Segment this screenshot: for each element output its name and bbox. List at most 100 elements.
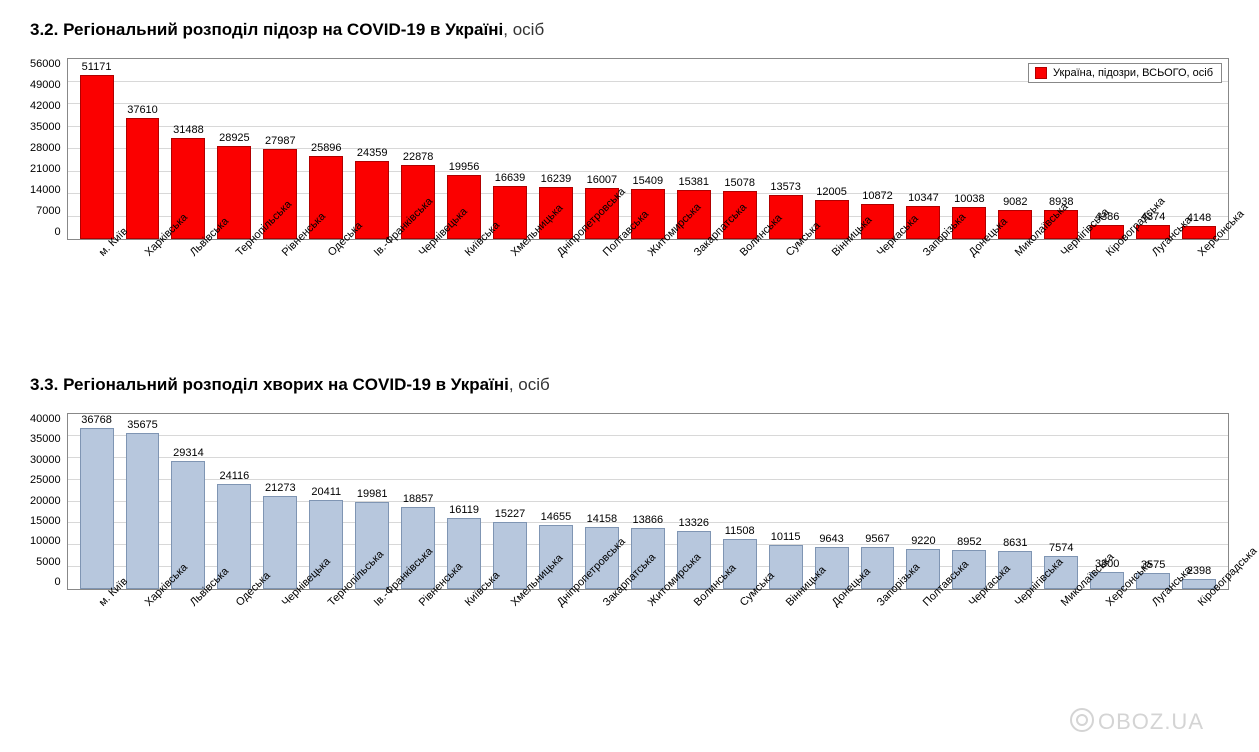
bar-slot: 8952 [946, 414, 992, 589]
x-label-slot: Ів.-Франківська [353, 240, 399, 330]
bar-value-label: 37610 [127, 104, 158, 116]
bar-slot: 36768 [74, 414, 120, 589]
x-label-slot: м. Київ [78, 240, 124, 330]
x-label-slot: Київська [444, 590, 490, 680]
chart2-y-axis: 0500010000150002000025000300003500040000 [30, 413, 67, 588]
x-label-slot: Дніпропетровська [536, 590, 582, 680]
y-tick-label: 5000 [36, 556, 60, 568]
bar-value-label: 19981 [357, 488, 388, 500]
x-label-slot: Львівська [170, 240, 216, 330]
x-label-slot: Київська [444, 240, 490, 330]
bar-slot: 51171 [74, 59, 120, 239]
x-label-slot: Чернігівська [1040, 240, 1086, 330]
watermark: OBOZ.UA [1070, 708, 1204, 735]
x-label-slot: Луганська [1131, 590, 1177, 680]
bar-value-label: 12005 [816, 186, 847, 198]
y-tick-label: 25000 [30, 474, 61, 486]
x-label-slot: Дніпропетровська [536, 240, 582, 330]
bar-value-label: 16639 [495, 172, 526, 184]
confirmed-cases-section: 3.3. Регіональний розподіл хворих на COV… [30, 375, 1229, 680]
bar-value-label: 15381 [678, 176, 709, 188]
bar-value-label: 21273 [265, 482, 296, 494]
bar-slot: 24116 [211, 414, 257, 589]
bar-slot: 21273 [257, 414, 303, 589]
bar-value-label: 22878 [403, 151, 434, 163]
chart2-title: 3.3. Регіональний розподіл хворих на COV… [30, 375, 1229, 395]
bar-value-label: 16007 [587, 174, 618, 186]
bar-value-label: 24359 [357, 147, 388, 159]
bar-value-label: 10872 [862, 190, 893, 202]
chart1-section-no: 3.2. [30, 20, 58, 39]
bar-slot: 13573 [763, 59, 809, 239]
x-label-slot: Донецька [948, 240, 994, 330]
bar-value-label: 18857 [403, 493, 434, 505]
bar-value-label: 7574 [1049, 542, 1073, 554]
x-label-slot: Донецька [811, 590, 857, 680]
bar [80, 75, 114, 239]
bar-slot: 9082 [992, 59, 1038, 239]
chart1-y-axis: 0700014000210002800035000420004900056000 [30, 58, 67, 238]
x-label-slot: Черкаська [857, 240, 903, 330]
bar-value-label: 24116 [219, 470, 249, 482]
bar-value-label: 13866 [633, 514, 664, 526]
bar-slot: 8631 [992, 414, 1038, 589]
chart1-title-bold: Регіональний розподіл підозр на COVID-19… [63, 20, 503, 39]
x-label-slot: Запорізька [857, 590, 903, 680]
bar [80, 428, 114, 589]
bar-value-label: 29314 [173, 447, 204, 459]
x-label-slot: Чернівецька [399, 240, 445, 330]
y-tick-label: 42000 [30, 100, 61, 112]
y-tick-label: 0 [54, 226, 60, 238]
y-tick-label: 28000 [30, 142, 61, 154]
x-label-slot: Волинська [673, 590, 719, 680]
x-label-slot: Харківська [124, 590, 170, 680]
x-label-slot: Чернігівська [994, 590, 1040, 680]
y-tick-label: 49000 [30, 79, 61, 91]
bar-slot: 10038 [946, 59, 992, 239]
bar-slot: 12005 [809, 59, 855, 239]
chart2-title-light: , осіб [509, 375, 550, 394]
x-label-slot: Закарпатська [582, 590, 628, 680]
x-label-slot: Кіровоградська [1086, 240, 1132, 330]
bar-value-label: 11508 [725, 525, 755, 537]
x-label-slot: Полтавська [582, 240, 628, 330]
x-label-slot: Запорізька [902, 240, 948, 330]
y-tick-label: 10000 [30, 535, 61, 547]
bar-slot: 10347 [900, 59, 946, 239]
bar-slot: 15227 [487, 414, 533, 589]
y-tick-label: 7000 [36, 205, 60, 217]
bar-value-label: 14655 [541, 511, 572, 523]
bar-value-label: 8952 [957, 536, 981, 548]
y-tick-label: 35000 [30, 121, 61, 133]
y-tick-label: 35000 [30, 433, 61, 445]
x-label-slot: Одеська [307, 240, 353, 330]
bar-slot: 16639 [487, 59, 533, 239]
chart1-x-labels: м. КиївХарківськаЛьвівськаТернопільськаР… [72, 240, 1229, 330]
bar-slot: 2398 [1176, 414, 1222, 589]
x-label-slot: Тернопільська [307, 590, 353, 680]
x-label-slot: Одеська [215, 590, 261, 680]
bar [769, 545, 803, 589]
bar-slot: 3575 [1130, 414, 1176, 589]
bar-value-label: 20411 [311, 486, 341, 498]
x-label-slot: Сумська [765, 240, 811, 330]
bar-slot: 10115 [763, 414, 809, 589]
bar-value-label: 19956 [449, 161, 480, 173]
bar-value-label: 9643 [819, 533, 843, 545]
x-label-slot: Ів.-Франківська [353, 590, 399, 680]
chart2-title-bold: Регіональний розподіл хворих на COVID-19… [63, 375, 509, 394]
bar-slot: 10872 [855, 59, 901, 239]
x-label-slot: Херсонська [1086, 590, 1132, 680]
bar-slot: 35675 [120, 414, 166, 589]
bar-value-label: 36768 [81, 414, 112, 426]
chart2-x-labels: м. КиївХарківськаЛьвівськаОдеськаЧерніве… [72, 590, 1229, 680]
x-label-slot: Тернопільська [215, 240, 261, 330]
bar-value-label: 13573 [770, 181, 801, 193]
y-tick-label: 21000 [30, 163, 61, 175]
bar-slot: 15409 [625, 59, 671, 239]
bar-slot: 4148 [1176, 59, 1222, 239]
x-label-slot: Харківська [124, 240, 170, 330]
bar-slot: 11508 [717, 414, 763, 589]
bar-value-label: 10115 [771, 531, 801, 543]
x-label-slot: Хмельницька [490, 590, 536, 680]
